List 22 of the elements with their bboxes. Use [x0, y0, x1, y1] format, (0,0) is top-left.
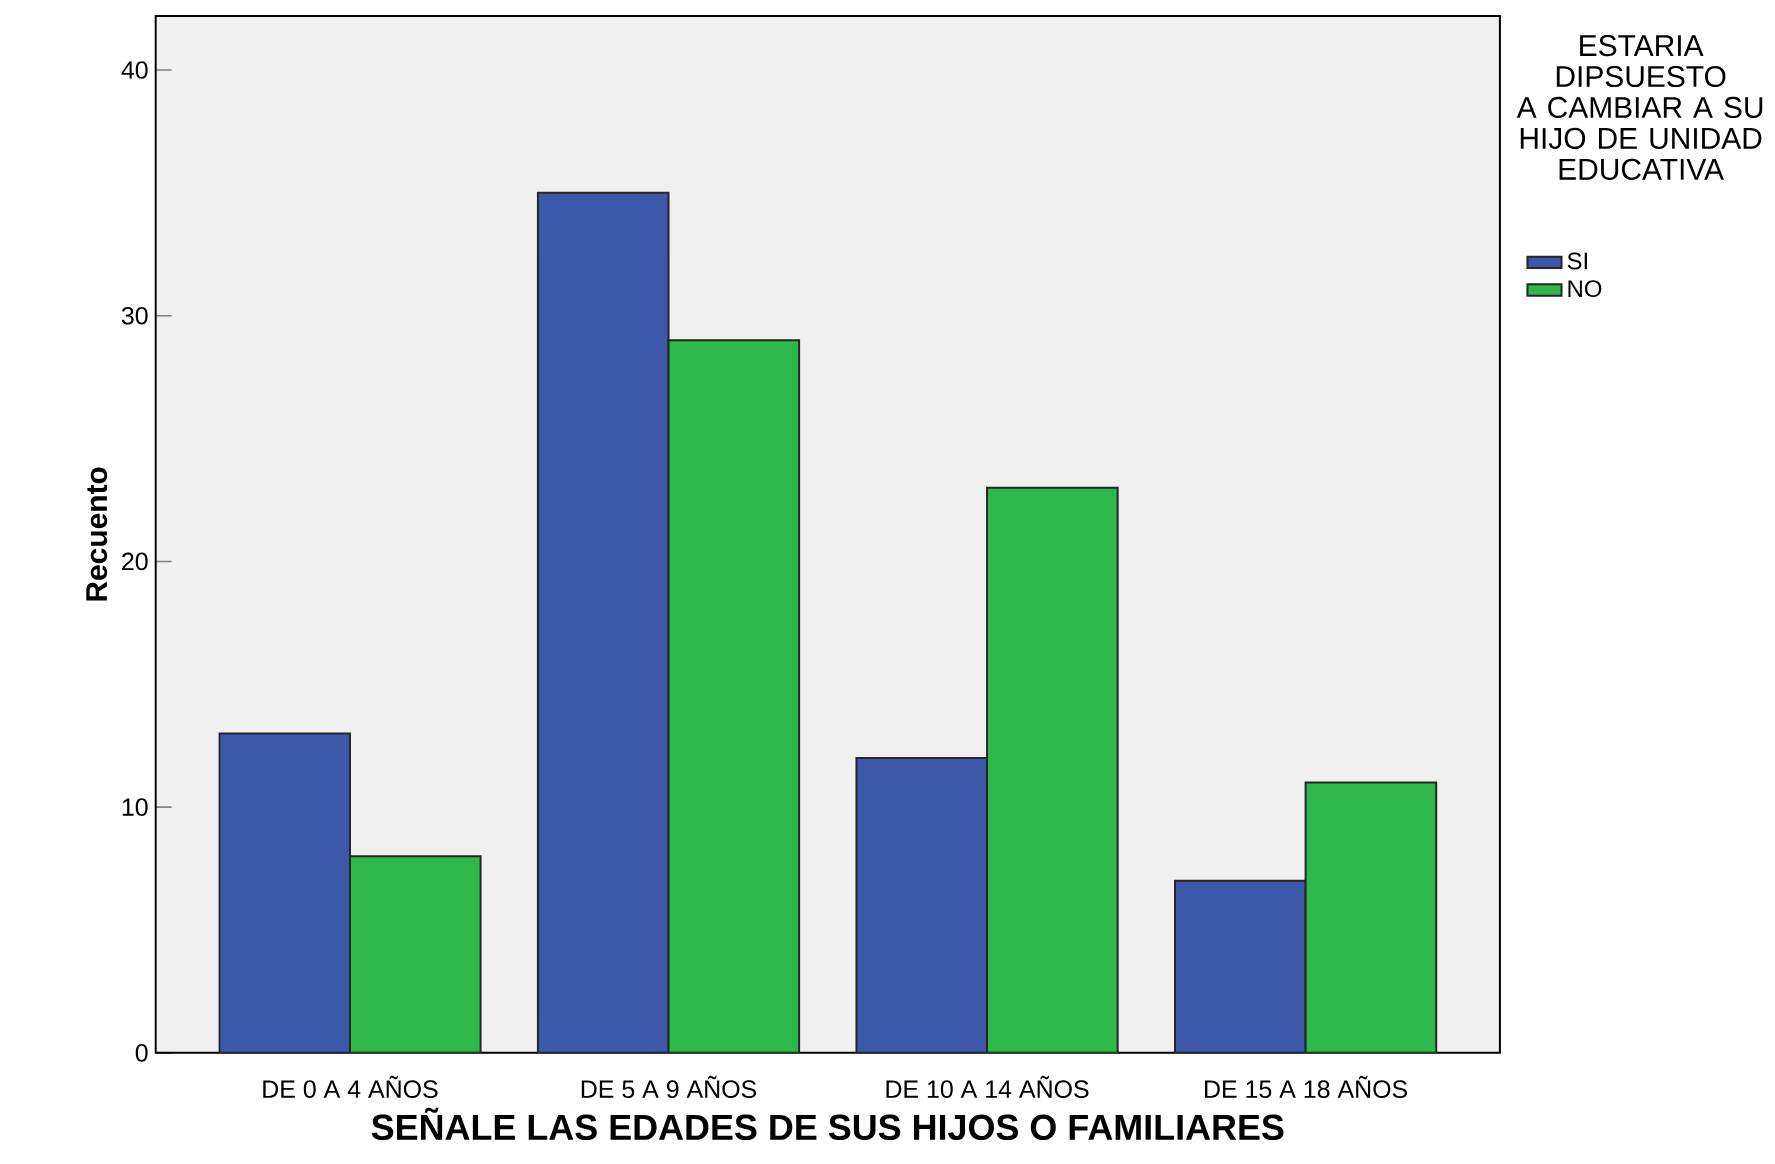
y-tick-label: 10: [122, 798, 148, 817]
bar: [856, 758, 988, 1054]
y-tick-label: 40: [121, 61, 148, 80]
legend-label: SI: [1567, 252, 1587, 270]
bar: [349, 856, 481, 1054]
y-tick-label: 20: [122, 552, 148, 571]
bar: [1304, 781, 1438, 1054]
bar: [987, 487, 1118, 1054]
x-tick-label: DE 0 A 4 AÑOS: [263, 1076, 438, 1099]
bar: [668, 340, 800, 1054]
legend-label: NO: [1568, 280, 1602, 298]
x-axis-title: SEÑALE LAS EDADES DE SUS HIJOS O FAMILIARES: [371, 1107, 1284, 1141]
x-tick-label: DE 10 A 14 AÑOS: [886, 1076, 1089, 1099]
x-tick-label: DE 5 A 9 AÑOS: [581, 1076, 757, 1099]
y-axis-title: Recuento: [86, 467, 108, 601]
y-tick-label: 0: [135, 1044, 148, 1062]
bar: [1174, 880, 1307, 1054]
legend-title: ESTARIA DIPSUESTO A CAMBIAR A SU HIJO DE UNIDAD EDUCATIVA: [1516, 35, 1763, 181]
x-tick-label: DE 15 A 18 AÑOS: [1205, 1076, 1408, 1099]
y-tick-label: 30: [121, 307, 148, 325]
bar: [537, 193, 669, 1054]
bar: [219, 733, 350, 1054]
